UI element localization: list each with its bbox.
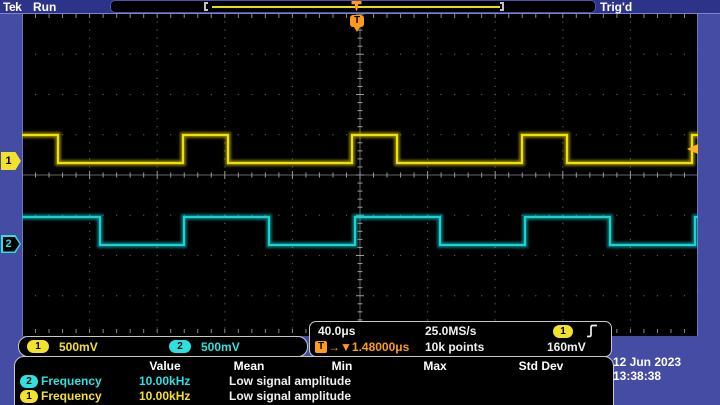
trigger-source-badge: 1 — [553, 325, 573, 338]
trigger-t-badge: T — [315, 341, 327, 353]
channel2-scale: 500mV — [201, 340, 240, 354]
row1-value: 10.00kHz — [139, 374, 191, 388]
col-header-mean: Mean — [233, 359, 265, 373]
col-header-min: Min — [331, 359, 353, 373]
trigger-level-arrow-icon[interactable] — [687, 144, 698, 154]
horizontal-trigger-readout[interactable]: 40.0μs 25.0MS/s 1 T →▼1.48000μs 10k poin… — [309, 321, 612, 357]
trigger-position-flag[interactable]: T — [350, 15, 364, 27]
row2-measurement-name: Frequency — [41, 389, 102, 403]
row2-channel-badge: 1 — [20, 390, 38, 403]
minimap-right-bracket[interactable] — [500, 2, 504, 11]
tek-logo: Tek — [3, 0, 22, 14]
row1-measurement-name: Frequency — [41, 374, 102, 388]
minimap-left-bracket[interactable] — [204, 2, 208, 11]
channel-scale-readout[interactable]: 1 500mV 2 500mV — [18, 336, 308, 357]
measurement-table: Value Mean Min Max Std Dev 2 Frequency 1… — [14, 356, 614, 405]
time-label: 13:38:38 — [613, 369, 662, 383]
trigger-level: 160mV — [547, 340, 586, 354]
col-header-stddev: Std Dev — [518, 359, 564, 373]
trigger-status: Trig'd — [600, 0, 633, 14]
col-header-value: Value — [149, 359, 181, 373]
col-header-max: Max — [423, 359, 447, 373]
channel1-ground-marker[interactable]: 1 — [1, 152, 21, 170]
record-length: 10k points — [425, 340, 485, 354]
row2-value: 10.00kHz — [139, 389, 191, 403]
row1-status-message: Low signal amplitude — [229, 374, 352, 388]
minimap-trigger-position-icon[interactable] — [350, 0, 363, 13]
channel2-badge[interactable]: 2 — [169, 340, 191, 353]
trigger-position-flag-tip — [354, 27, 360, 32]
channel2-ground-marker[interactable]: 2 — [1, 235, 21, 253]
row1-channel-badge: 2 — [20, 375, 38, 388]
datetime-box: 12 Jun 2023 13:38:38 — [605, 353, 720, 389]
time-per-div: 40.0μs — [318, 324, 356, 338]
channel1-badge[interactable]: 1 — [27, 340, 49, 353]
row2-status-message: Low signal amplitude — [229, 389, 352, 403]
trigger-position-readout: →▼1.48000μs — [328, 340, 410, 354]
date-label: 12 Jun 2023 — [613, 355, 682, 369]
acquisition-state: Run — [33, 0, 57, 14]
channel1-scale: 500mV — [59, 340, 98, 354]
rising-edge-slope-icon — [587, 324, 597, 338]
frame-divider — [0, 13, 720, 14]
sample-rate: 25.0MS/s — [425, 324, 477, 338]
